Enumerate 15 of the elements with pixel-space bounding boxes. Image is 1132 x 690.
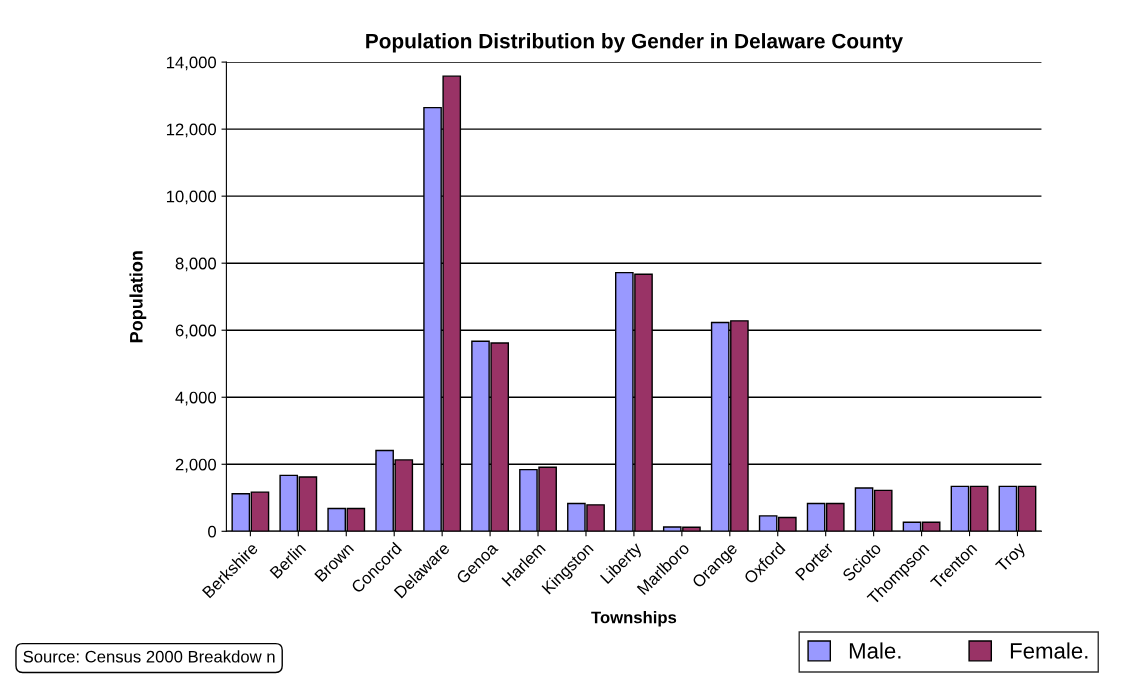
y-axis-title: Population	[129, 251, 147, 343]
chart-title: Population Distribution by Gender in Delaware County	[366, 33, 903, 53]
y-tick-label: 14,000	[166, 56, 217, 71]
y-tick-label: 6,000	[175, 324, 217, 339]
y-tick-label: 10,000	[166, 190, 217, 205]
legend-label: Male.	[849, 642, 901, 659]
x-tick-label: Troy	[995, 541, 1029, 575]
y-tick-label: 2,000	[175, 458, 217, 473]
x-axis-title: Townships	[591, 611, 677, 627]
y-tick-label: 8,000	[175, 257, 217, 272]
legend-label: Female.	[1010, 642, 1088, 659]
y-tick-label: 4,000	[175, 391, 217, 406]
source-note: Source: Census 2000 Breakdow n	[23, 650, 275, 663]
y-tick-label: 0	[208, 525, 217, 538]
y-tick-label: 12,000	[166, 123, 217, 138]
